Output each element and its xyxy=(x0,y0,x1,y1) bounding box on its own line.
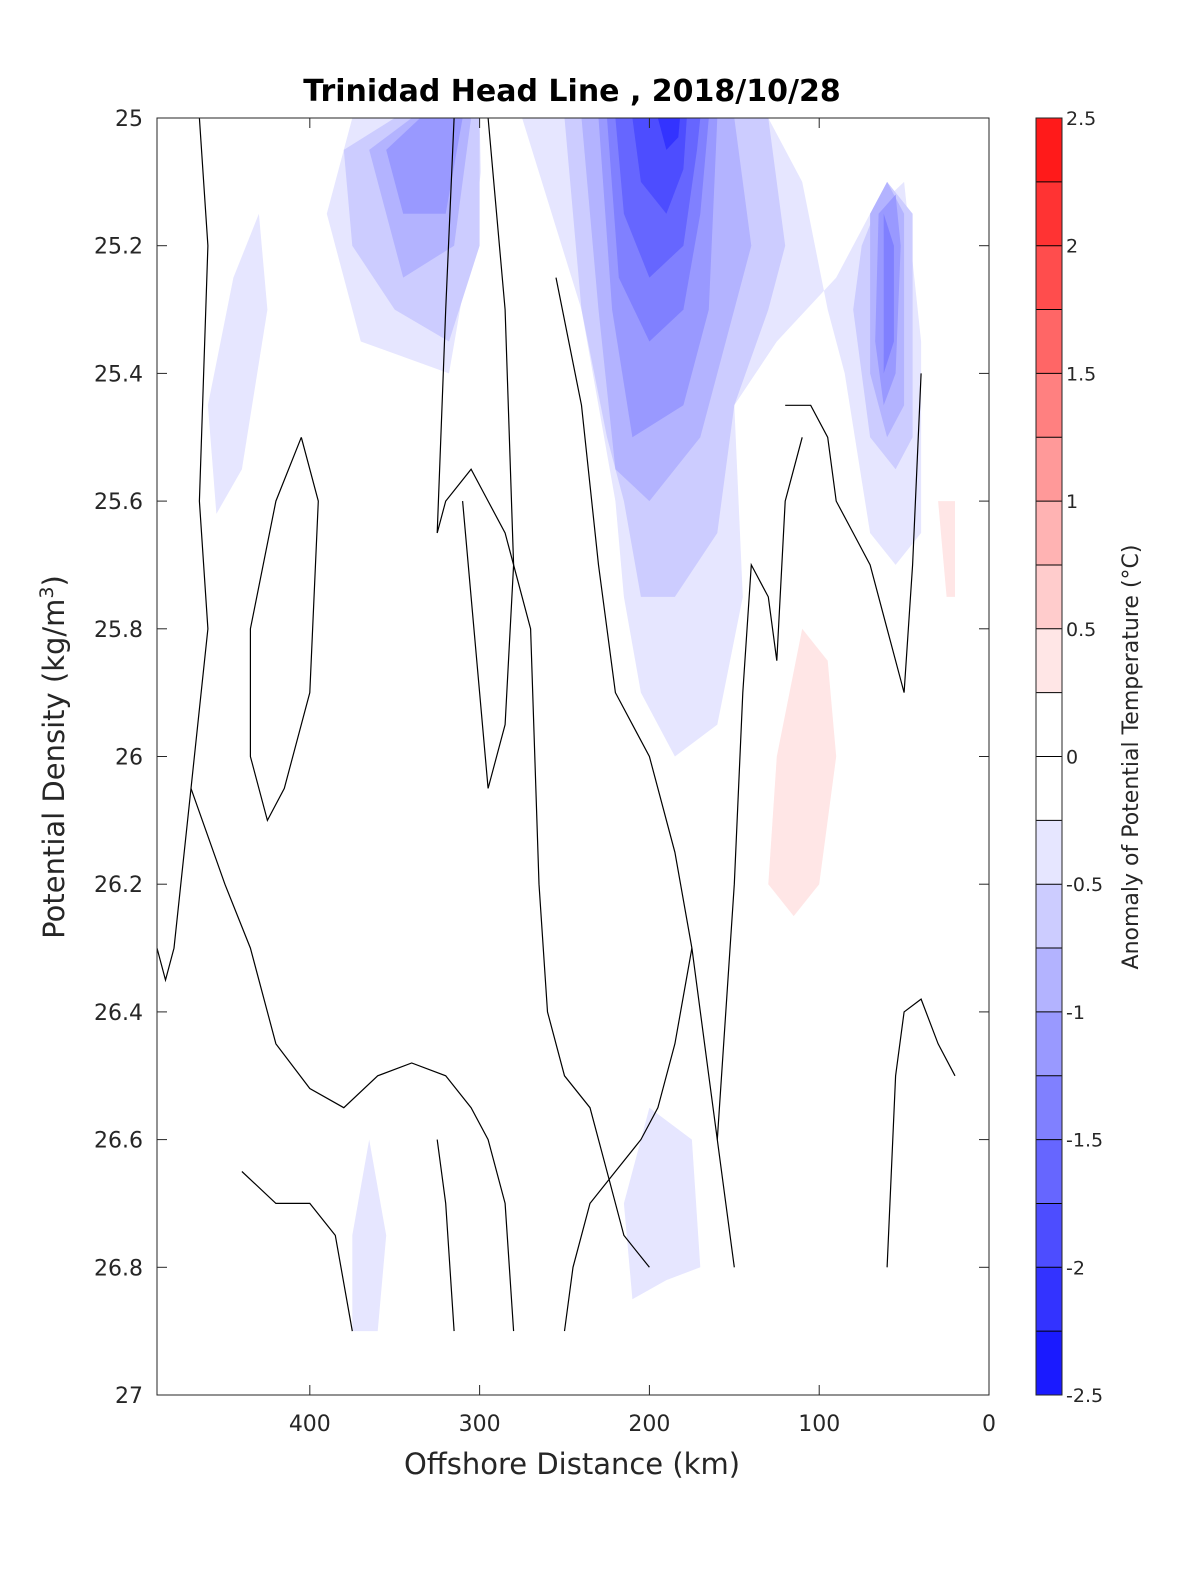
contour-line xyxy=(886,998,956,1268)
contour-region xyxy=(768,628,837,917)
contour-region xyxy=(157,437,174,853)
colorbar-title: Anomaly of Potential Temperature (°C) xyxy=(1119,545,1144,970)
colorbar-tick-label: 0.5 xyxy=(1066,619,1096,641)
colorbar-tick-label: 2 xyxy=(1066,236,1078,258)
y-tick-label: 26.8 xyxy=(94,1256,143,1281)
colorbar-tick-label: 1 xyxy=(1066,491,1078,513)
chart-title: Trinidad Head Line , 2018/10/28 xyxy=(303,74,840,109)
contour-line xyxy=(241,1171,353,1332)
colorbar-bin xyxy=(1036,1203,1062,1268)
colorbar-tick-label: -2 xyxy=(1066,1257,1085,1279)
contour-region xyxy=(462,852,489,980)
colorbar-bin xyxy=(1036,437,1062,502)
y-axis-title: Potential Density (kg/m3) xyxy=(36,575,71,939)
y-axis-title-superscript: 3 xyxy=(36,586,58,598)
y-tick-label: 25 xyxy=(115,107,143,132)
x-axis: 400 300 200 100 0 xyxy=(289,118,996,1437)
colorbar-frame xyxy=(1035,117,1063,1396)
contour-line xyxy=(462,118,515,789)
y-axis: 25 25.2 25.4 25.6 25.8 26 26.2 26.4 26.6 26.8 27 xyxy=(94,107,989,1409)
contour-region xyxy=(386,118,463,214)
x-tick-label: 0 xyxy=(982,1412,996,1437)
contour-line xyxy=(249,437,319,823)
contour-region xyxy=(623,1107,701,1300)
colorbar-bin xyxy=(1036,948,1062,1013)
y-tick-label: 25.6 xyxy=(94,490,143,515)
colorbar-tick-label: -1 xyxy=(1066,1002,1085,1024)
colorbar-tick-label: -2.5 xyxy=(1066,1385,1103,1407)
x-tick-label: 100 xyxy=(798,1412,840,1437)
contour-region xyxy=(352,1139,387,1332)
colorbar-bin xyxy=(1036,820,1062,885)
y-tick-label: 26 xyxy=(115,746,143,771)
contour-line xyxy=(563,947,693,1332)
colorbar-tick-label: 0 xyxy=(1066,747,1078,769)
x-tick-label: 400 xyxy=(289,1412,331,1437)
y-tick-label: 26.4 xyxy=(94,1001,143,1026)
colorbar-bin xyxy=(1036,1267,1062,1332)
y-tick-label: 25.4 xyxy=(94,362,143,387)
colorbar-bin xyxy=(1036,118,1062,183)
colorbar-bin xyxy=(1036,564,1062,630)
contour-line xyxy=(785,373,922,693)
y-tick-label: 27 xyxy=(115,1384,143,1409)
colorbar-bin xyxy=(1036,884,1062,949)
colorbar-bin xyxy=(1036,1075,1062,1141)
colorbar-bin xyxy=(1036,1331,1062,1396)
colorbar-bin xyxy=(1036,245,1062,311)
colorbar-bin xyxy=(1036,309,1062,374)
contour-region xyxy=(657,118,680,150)
contour-line xyxy=(436,1139,455,1332)
y-axis-title-main: Potential Density (kg/m xyxy=(37,599,71,939)
contour-line xyxy=(555,277,735,1268)
contour-region xyxy=(479,118,497,342)
contour-region xyxy=(883,213,894,374)
y-tick-label: 26.2 xyxy=(94,873,143,898)
contour-region xyxy=(207,213,268,514)
contour-region xyxy=(938,501,955,597)
colorbar-tick-label: 2.5 xyxy=(1066,108,1096,130)
colorbar-bin xyxy=(1036,181,1062,247)
contour-line xyxy=(190,788,515,1332)
contour-line xyxy=(716,437,803,1140)
y-tick-label: 26.6 xyxy=(94,1129,143,1154)
colorbar-tick-label: 1.5 xyxy=(1066,363,1096,385)
colorbar-tick-label: -1.5 xyxy=(1066,1130,1103,1152)
colorbar-bin xyxy=(1036,501,1062,566)
y-tick-label: 25.8 xyxy=(94,618,143,643)
colorbar-bin xyxy=(1036,756,1062,821)
contour-line xyxy=(157,118,209,983)
x-axis-title: Offshore Distance (km) xyxy=(404,1447,740,1481)
filled-contours xyxy=(157,118,964,1332)
colorbar-bin xyxy=(1036,1139,1062,1204)
contour-region xyxy=(530,373,641,1044)
x-tick-label: 300 xyxy=(459,1412,501,1437)
colorbar-tick-label: -0.5 xyxy=(1066,874,1103,896)
zero-contour-lines xyxy=(157,118,956,1332)
contour-line xyxy=(436,118,650,1268)
colorbar-bin xyxy=(1036,373,1062,438)
colorbar-bin xyxy=(1036,1011,1062,1077)
y-tick-label: 25.2 xyxy=(94,235,143,260)
plot-area: 400 300 200 100 0 25 25.2 25.4 25.6 25.8 26 26.2 26… xyxy=(94,107,996,1437)
y-axis-title-end: ) xyxy=(37,575,71,586)
colorbar: 2.5 2 1.5 1 0.5 0 -0.5 -1 -1.5 -2 -2.5 Anomaly of … xyxy=(1035,108,1144,1407)
colorbar-bin xyxy=(1036,692,1062,757)
colorbar-bin xyxy=(1036,628,1062,694)
x-tick-label: 200 xyxy=(628,1412,670,1437)
